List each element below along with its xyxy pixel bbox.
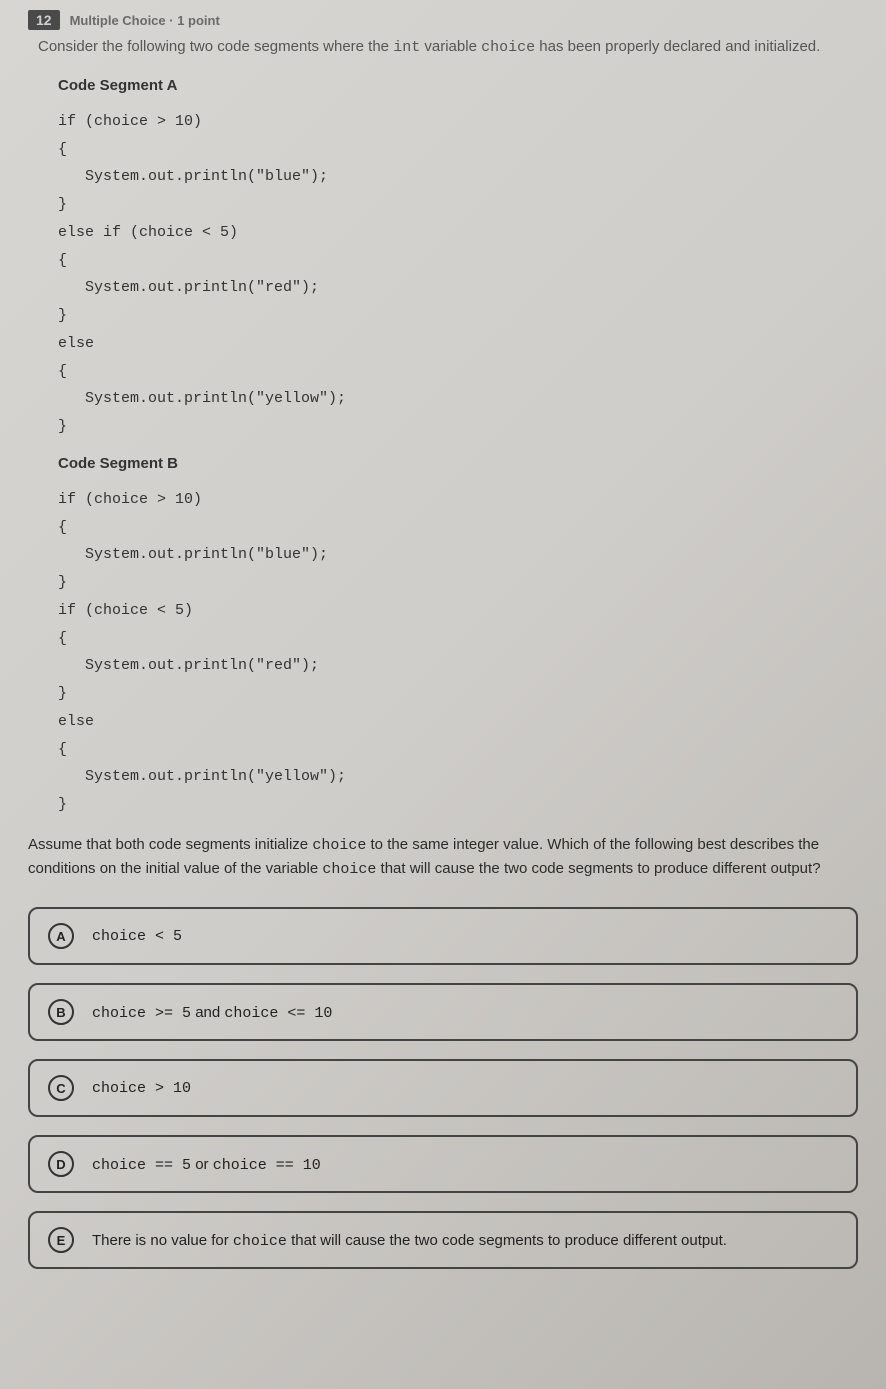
segment-b-title: Code Segment B <box>58 455 858 472</box>
option-letter: E <box>48 1227 74 1253</box>
option-letter: B <box>48 999 74 1025</box>
followup-text: that will cause the two code segments to… <box>376 860 820 877</box>
followup-code: choice <box>322 861 376 878</box>
option-letter: C <box>48 1075 74 1101</box>
option-conj: and <box>191 1004 224 1021</box>
option-code: choice == 10 <box>213 1157 321 1174</box>
option-posttext: that will cause the two code segments to… <box>287 1232 727 1249</box>
prompt-code: int <box>393 39 420 56</box>
question-header: 12 Multiple Choice · 1 point <box>28 10 858 30</box>
option-text: There is no value for choice that will c… <box>92 1227 727 1252</box>
option-e[interactable]: E There is no value for choice that will… <box>28 1211 858 1269</box>
followup-code: choice <box>312 837 366 854</box>
prompt-text: Consider the following two code segments… <box>38 38 393 55</box>
option-letter: A <box>48 923 74 949</box>
option-letter: D <box>48 1151 74 1177</box>
question-prompt: Consider the following two code segments… <box>38 36 858 59</box>
option-pretext: There is no value for <box>92 1232 233 1249</box>
option-b[interactable]: B choice >= 5 and choice <= 10 <box>28 983 858 1041</box>
question-type: Multiple Choice · 1 point <box>70 13 220 28</box>
option-code: choice <= 10 <box>224 1005 332 1022</box>
option-text: choice > 10 <box>92 1075 191 1099</box>
followup-text: Assume that both code segments initializ… <box>28 836 312 853</box>
option-code: choice == 5 <box>92 1157 191 1174</box>
followup-question: Assume that both code segments initializ… <box>28 833 858 882</box>
segment-a-title: Code Segment A <box>58 77 858 94</box>
prompt-text: variable <box>420 38 481 55</box>
segment-a-code: if (choice > 10) { System.out.println("b… <box>58 108 858 441</box>
prompt-code: choice <box>481 39 535 56</box>
segment-b-code: if (choice > 10) { System.out.println("b… <box>58 486 858 819</box>
option-text: choice >= 5 and choice <= 10 <box>92 999 332 1024</box>
option-code: choice >= 5 <box>92 1005 191 1022</box>
option-d[interactable]: D choice == 5 or choice == 10 <box>28 1135 858 1193</box>
option-code: choice <box>233 1233 287 1250</box>
option-c[interactable]: C choice > 10 <box>28 1059 858 1117</box>
option-a[interactable]: A choice < 5 <box>28 907 858 965</box>
question-number: 12 <box>28 10 60 30</box>
prompt-text: has been properly declared and initializ… <box>535 38 820 55</box>
option-text: choice == 5 or choice == 10 <box>92 1151 321 1176</box>
option-conj: or <box>191 1156 213 1173</box>
answer-options: A choice < 5 B choice >= 5 and choice <=… <box>28 907 858 1269</box>
option-text: choice < 5 <box>92 923 182 947</box>
